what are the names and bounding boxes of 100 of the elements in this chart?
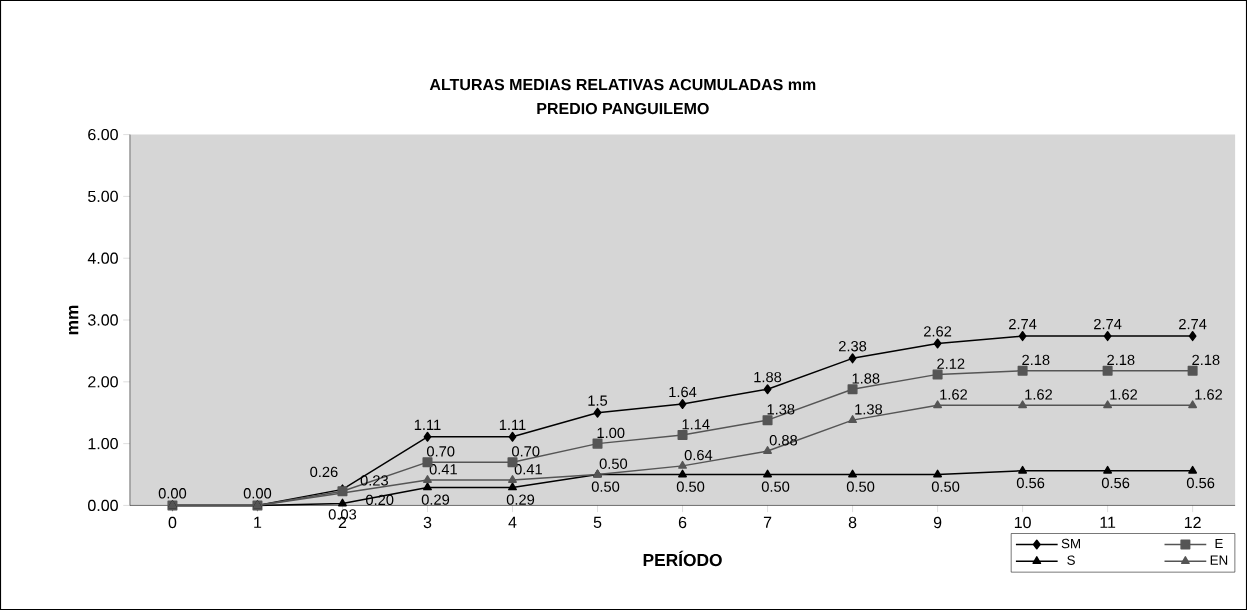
data-label: 0.50 [931,481,960,492]
y-tick-label: 1.00 [88,437,118,450]
legend-label: E [1215,538,1223,549]
data-label: 1.11 [499,419,526,430]
data-label: 0.56 [1186,477,1215,489]
data-label: 2.12 [937,358,965,369]
point [1103,331,1112,342]
legend-label: SM [1061,538,1080,549]
data-label: 1.11 [414,419,441,430]
y-tick-label: 3.00 [88,314,118,326]
point [763,384,772,395]
x-tick-label: 10 [1014,516,1031,529]
y-tick-label: 0.00 [88,499,118,512]
point [508,431,517,442]
point [933,400,943,409]
x-tick-label: 1 [254,516,262,528]
data-label: 0.29 [421,494,450,505]
point [338,498,347,507]
x-tick-label: 6 [678,516,687,529]
data-label: 1.62 [1195,389,1223,400]
data-label: 0.50 [846,481,875,492]
y-tick-label: 6.00 [88,128,118,141]
data-label: 0.50 [676,481,705,492]
point [932,369,943,380]
point [763,446,772,454]
data-label: 1.00 [597,427,625,439]
data-label: 0.29 [506,494,535,505]
data-label: 0.56 [1016,477,1045,489]
point [508,475,517,483]
data-label: 0.26 [310,466,338,478]
data-label: 0.20 [365,494,394,506]
point [677,429,688,440]
point [1018,331,1027,342]
x-tick-label: 3 [423,516,432,529]
point [592,438,603,449]
point [1103,465,1113,474]
point [1018,400,1028,409]
point [848,415,857,424]
point [848,353,857,364]
point [1018,465,1028,474]
point [1188,331,1197,342]
data-label: 1.62 [1110,389,1138,400]
point [763,469,772,478]
data-label: 1.38 [767,404,795,415]
point [508,482,517,491]
data-label: 0.50 [599,458,628,469]
data-label: 1.88 [754,371,782,383]
data-label: 0.00 [243,488,272,499]
chart-title: ALTURAS MEDIAS RELATIVAS ACUMULADAS mm [429,78,816,91]
data-label: 0.41 [514,464,542,475]
x-axis-title: PERÍODO [643,550,722,567]
x-tick-label: 5 [593,516,602,528]
data-label: 0.50 [761,481,790,492]
data-label: 1.62 [1025,389,1053,400]
data-label: 2.18 [1022,354,1050,366]
data-label: 1.5 [588,395,608,406]
point [1102,365,1113,376]
data-label: 2.62 [924,326,952,337]
x-tick-label: 8 [848,516,857,529]
data-label: 2.38 [839,341,867,352]
y-tick-label: 4.00 [87,252,118,264]
data-label: 2.74 [1009,318,1037,330]
x-tick-label: 0 [168,516,177,529]
y-axis-title: mm [68,305,79,335]
data-label: 2.74 [1179,318,1207,330]
data-label: 2.18 [1107,354,1135,366]
data-label: 1.14 [682,419,710,430]
data-label: 0.56 [1101,477,1130,489]
data-label: 1.64 [669,386,697,398]
data-label: 1.88 [852,373,880,384]
data-label: 2.74 [1094,318,1122,330]
data-label: 0.41 [429,464,457,475]
point [423,431,432,442]
point [933,338,942,349]
data-label: 0.70 [512,446,540,457]
x-tick-label: 12 [1184,516,1201,528]
point [423,475,432,483]
data-label: 0.64 [684,449,713,461]
point [593,407,602,418]
data-label: 0.70 [426,446,455,457]
point [678,460,687,469]
data-label: 0.88 [769,435,798,446]
x-tick-label: 11 [1100,516,1116,528]
x-tick-label: 4 [508,516,517,528]
y-tick-label: 2.00 [88,376,118,388]
legend-label: S [1067,555,1075,565]
x-tick-label: 9 [933,516,942,529]
data-label: 1.62 [940,389,967,400]
point [678,399,687,410]
data-label: 1.38 [855,404,883,415]
point [678,469,687,478]
point [848,469,857,478]
data-label: 2.18 [1192,354,1220,366]
data-label: 0.50 [591,481,620,492]
point [1188,465,1198,474]
chart-subtitle: PREDIO PANGUILEMO [537,102,709,115]
point [423,482,432,491]
legend-label: EN [1210,555,1228,565]
data-label: 0.00 [158,488,187,499]
point [847,384,858,395]
